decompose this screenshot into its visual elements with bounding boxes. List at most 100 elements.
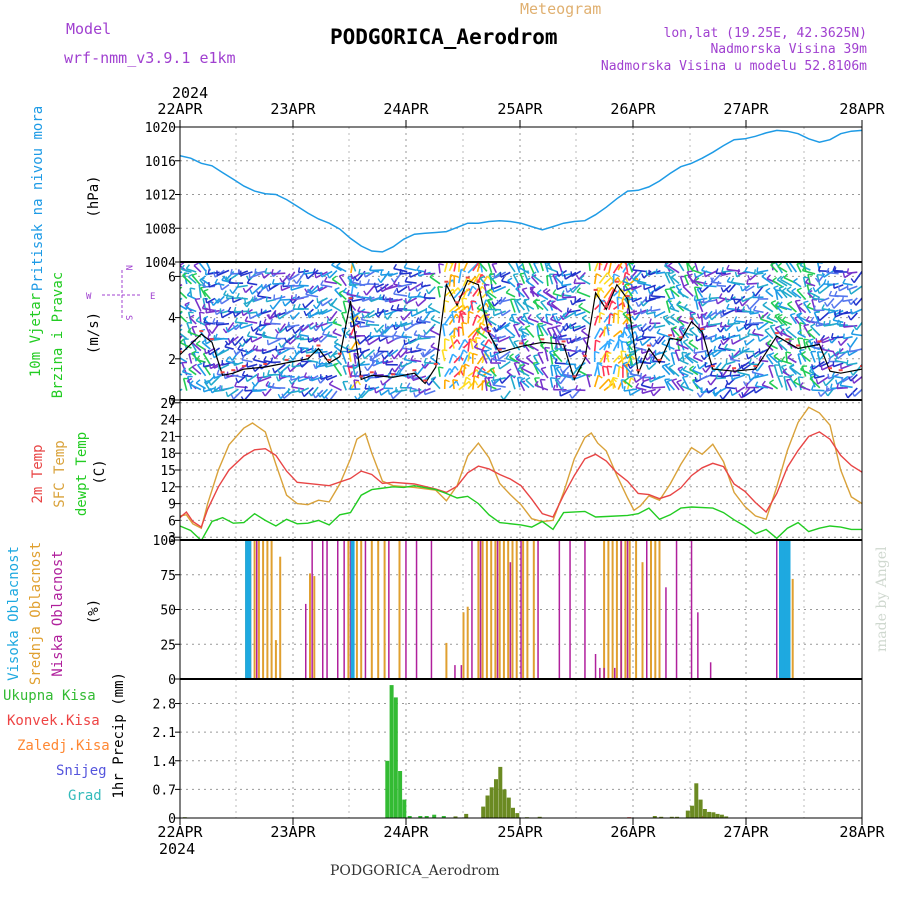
wind-barb — [300, 347, 314, 354]
wind-barb — [789, 366, 802, 376]
wind-barb — [444, 367, 451, 378]
wind-barb — [778, 305, 792, 311]
wind-barb — [287, 281, 291, 287]
wind-barb — [481, 275, 489, 285]
wind-barb — [821, 304, 825, 310]
wind-barb — [671, 273, 677, 278]
wind-barb — [233, 361, 244, 367]
wind-barb — [353, 379, 360, 382]
wind-barb — [745, 382, 749, 388]
wind-barb — [704, 270, 717, 278]
wind-barb — [650, 382, 654, 389]
wind-barb — [277, 314, 280, 320]
wind-barb — [338, 275, 347, 287]
wind-barb — [472, 366, 477, 378]
cloud-bar-srednja — [658, 540, 661, 679]
wind-barb — [676, 300, 681, 306]
wind-barb — [318, 308, 328, 315]
wind-barb — [810, 316, 815, 322]
wind-barb — [793, 377, 798, 383]
wind-barb — [552, 351, 563, 363]
wind-barb — [810, 323, 816, 327]
wind-barb — [668, 337, 674, 341]
wind-barb — [351, 262, 357, 272]
wind-barb — [289, 314, 294, 320]
y-tick-label: 0 — [168, 394, 176, 409]
wind-barb — [678, 337, 685, 351]
wind-barb — [768, 382, 779, 390]
wind-barb — [759, 314, 765, 320]
wind-barb — [467, 262, 479, 274]
wind-barb — [503, 390, 511, 400]
wind-barb — [569, 287, 574, 293]
y-axis-label: Niska Oblacnost — [50, 550, 66, 676]
wind-barb — [354, 308, 366, 317]
wind-barb — [632, 269, 647, 273]
wind-barb — [453, 287, 464, 299]
wind-barb — [204, 338, 207, 344]
y-tick-label: 1012 — [145, 189, 176, 204]
wind-barb — [195, 316, 201, 321]
wind-barb — [363, 290, 367, 296]
wind-barb — [234, 322, 244, 331]
wind-barb — [768, 365, 774, 379]
wind-barb — [797, 302, 803, 307]
wind-barb — [267, 338, 281, 346]
wind-barb — [643, 284, 656, 291]
wind-barb — [612, 364, 617, 375]
wind-barb — [438, 366, 444, 369]
wind-barb — [689, 329, 699, 338]
wind-barb — [838, 321, 842, 327]
wind-barb — [812, 293, 816, 299]
wind-barb — [497, 336, 500, 343]
wind-barb — [603, 350, 607, 363]
wind-barb — [851, 333, 862, 337]
cloud-bar-niska — [322, 540, 324, 679]
wind-barb — [751, 371, 764, 376]
wind-speed-marker — [732, 367, 737, 370]
wind-barb — [534, 364, 544, 376]
wind-barb — [359, 321, 362, 328]
wind-barb — [595, 273, 602, 277]
wind-barb — [307, 337, 310, 343]
wind-barb — [772, 276, 778, 282]
wind-barb — [288, 271, 296, 281]
wind-barb — [228, 355, 233, 361]
wind-barb — [513, 339, 519, 343]
wind-barb — [521, 334, 527, 337]
wind-barb — [762, 301, 768, 306]
wind-barb — [665, 300, 671, 314]
wind-barb — [553, 349, 559, 353]
y-tick-label: 100 — [153, 534, 176, 549]
wind-barb — [555, 367, 563, 377]
y-tick-label: 6 — [168, 270, 176, 285]
wind-speed-marker — [444, 280, 449, 283]
wind-barb — [517, 376, 523, 379]
wind-barb — [277, 393, 282, 399]
wind-speed-marker — [327, 358, 332, 361]
wind-barb — [822, 380, 827, 387]
wind-barb — [403, 325, 406, 331]
wind-barb — [792, 280, 802, 288]
wind-barb — [734, 271, 738, 277]
wind-barb — [214, 278, 219, 284]
wind-barb — [837, 340, 842, 346]
wind-barb — [777, 339, 783, 344]
wind-barb — [691, 265, 696, 271]
wind-barb — [671, 379, 680, 391]
wind-barb — [274, 363, 286, 374]
wind-barb — [303, 372, 308, 378]
wind-barb — [708, 315, 713, 321]
wind-barb — [241, 310, 244, 316]
wind-barb — [706, 324, 717, 328]
wind-barb — [207, 349, 211, 355]
wind-barb — [788, 375, 798, 388]
wind-barb — [633, 309, 647, 316]
wind-barb — [603, 276, 612, 285]
wind-barb — [516, 283, 521, 297]
wind-barb — [641, 331, 645, 338]
wind-barb — [656, 328, 661, 334]
cloud-bar-srednja — [347, 540, 350, 679]
wind-barb — [766, 274, 772, 279]
wind-barb — [380, 273, 394, 276]
